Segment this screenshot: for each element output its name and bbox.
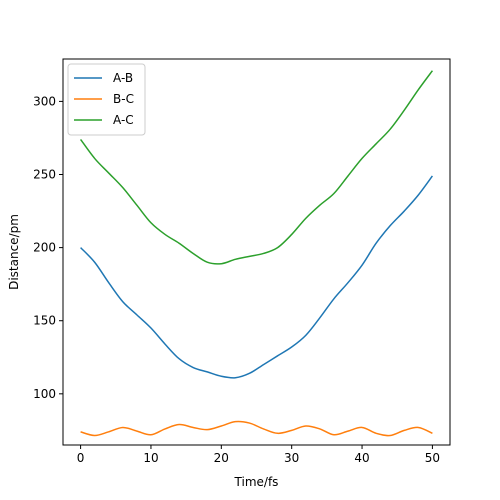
- y-tick-label: 100: [33, 387, 56, 401]
- series-layer: [79, 70, 434, 437]
- y-tick-label: 150: [33, 314, 56, 328]
- legend-label-a-b: A-B: [113, 71, 133, 85]
- x-tick-label: 20: [214, 451, 229, 465]
- series-line-a-c: [79, 70, 434, 265]
- x-tick-label: 10: [143, 451, 158, 465]
- y-tick-label: 300: [33, 94, 56, 108]
- plot-area-frame: [62, 58, 451, 446]
- x-tick-label: 50: [425, 451, 440, 465]
- y-tick-label: 250: [33, 168, 56, 182]
- y-tick-label: 200: [33, 241, 56, 255]
- x-axis-label: Time/fs: [234, 475, 279, 489]
- x-axis-ticks: 0 10 20 30 40 50: [77, 445, 440, 465]
- x-tick-label: 30: [284, 451, 299, 465]
- y-axis-ticks: 100 150 200 250 300: [33, 94, 63, 401]
- y-axis-label: Distance/pm: [7, 214, 21, 290]
- series-line-a-b: [80, 175, 434, 379]
- x-tick-label: 0: [77, 451, 85, 465]
- series-line-b-c: [80, 420, 433, 437]
- x-tick-label: 40: [354, 451, 369, 465]
- legend-box: [67, 63, 146, 136]
- legend-label-b-c: B-C: [113, 92, 134, 106]
- legend-label-a-c: A-C: [113, 113, 134, 127]
- legend: A-B B-C A-C: [67, 63, 146, 136]
